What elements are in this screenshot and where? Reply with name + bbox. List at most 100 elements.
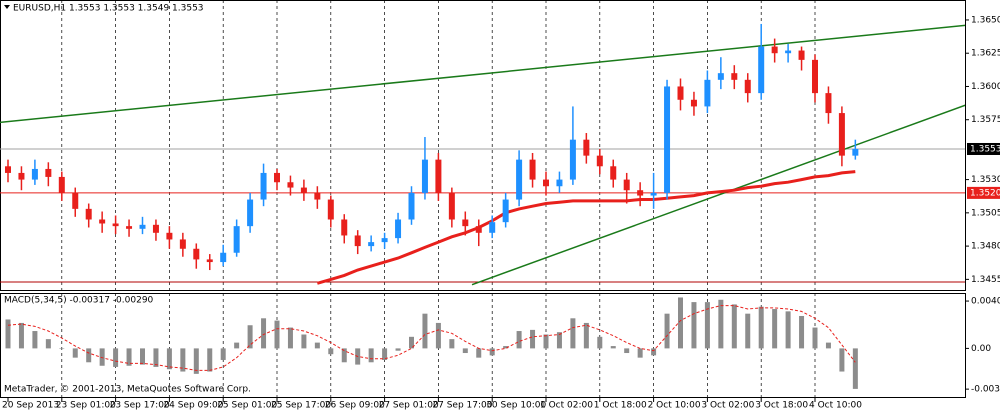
candle-body [731,73,738,80]
macd-bar [637,348,643,358]
candle-body [408,192,415,220]
macd-bar [180,348,186,372]
candle-body [502,199,509,223]
y-tick-label: 1.3480 [971,242,1000,252]
macd-bar [476,348,482,358]
menu-arrow[interactable] [4,5,10,9]
y-tick-label: 1.3650 [971,15,1000,25]
macd-bar [799,315,805,349]
y-tick-label: 1.3455 [971,275,1000,285]
main-plot [0,0,965,290]
price-label: 1.3520 [970,188,1000,198]
candle-body [300,187,307,193]
x-tick-label: 2 Oct 10:00 [648,401,701,411]
macd-panel [0,293,966,398]
macd-bar [435,322,441,349]
price-label-bg [967,186,1000,199]
macd-bar [193,348,199,374]
chart-title: EURUSD,H1 1.3553 1.3553 1.3549 1.3553 [13,4,204,14]
macd-bar [382,348,388,360]
macd-bar [462,348,468,354]
macd-bar [772,309,778,349]
macd-bar [5,319,11,349]
candle-body [610,166,617,180]
macd-bar [745,313,751,349]
macd-bar [422,313,428,349]
candle-body [650,192,657,196]
candle-body [381,238,388,243]
candle-body [139,224,146,229]
candle-body [596,155,603,167]
macd-bar [86,348,92,363]
macd-bar [570,318,576,349]
x-tick-label: 20 Sep 2013 [2,401,59,411]
macd-bar [409,336,414,349]
candle-body [489,222,496,233]
macd-bar [825,342,831,349]
candle-body [233,226,240,253]
candle-body [152,224,159,233]
macd-bar [583,322,589,349]
x-tick-label: 26 Sep 09:00 [325,401,385,411]
price-label-bg [967,142,1000,155]
trendline [471,104,965,286]
trendline [0,24,965,124]
macd-bar [328,348,334,355]
candle-body [421,159,428,193]
macd-bar [140,348,145,365]
candle-body [475,226,482,233]
macd-bar [32,331,38,349]
y-tick-label: -0.00352 [971,385,1000,395]
candle-body [785,50,792,54]
macd-bar [18,322,24,349]
footer: MetaTrader, © 2001-2013, MetaQuotes Soft… [4,385,251,395]
candle-body [704,79,711,107]
x-tick-label: 4 Oct 10:00 [809,401,862,411]
y-tick-label: 0.00 [971,344,991,354]
macd-bar [153,348,159,367]
x-tick-label: 3 Oct 02:00 [701,401,754,411]
x-tick-label: 25 Sep 01:00 [217,401,277,411]
macd-bar [530,329,536,349]
macd-bar [839,348,845,372]
price-label: 1.3553 [970,144,1000,154]
candle-body [99,219,106,224]
x-tick-label: 23 Sep 01:00 [56,401,116,411]
candle-body [717,73,724,80]
macd-bar [489,348,495,356]
candle-body [5,166,11,173]
y-tick-label: 0.00409 [971,297,1000,307]
macd-bar [113,348,119,367]
moving-average [316,170,856,285]
macd-bar [45,339,51,349]
candle-body [327,199,334,220]
candle-body [677,86,684,100]
macd-bar [812,327,818,349]
candle-body [664,86,671,193]
candle-body [72,192,79,209]
macd-bar [651,348,657,356]
x-tick-label: 27 Sep 01:00 [379,401,439,411]
candle-body [758,46,765,94]
candle-body [435,159,442,193]
macd-bar [852,348,858,389]
macd-bar [261,318,267,349]
macd-bar [556,332,562,349]
candle-body [112,223,119,227]
macd-bar [449,339,455,349]
macd-bar [691,302,697,349]
x-tick-label: 1 Oct 18:00 [594,401,647,411]
macd-bar [731,304,737,349]
candle-body [45,168,52,177]
macd-bar [247,325,253,349]
macd-bar [678,297,683,349]
candle-body [852,148,859,156]
x-tick-label: 1 Oct 02:00 [540,401,593,411]
macd-bar [395,348,401,351]
candle-body [287,182,294,188]
candle-body [583,139,590,156]
candle-body [193,248,200,260]
